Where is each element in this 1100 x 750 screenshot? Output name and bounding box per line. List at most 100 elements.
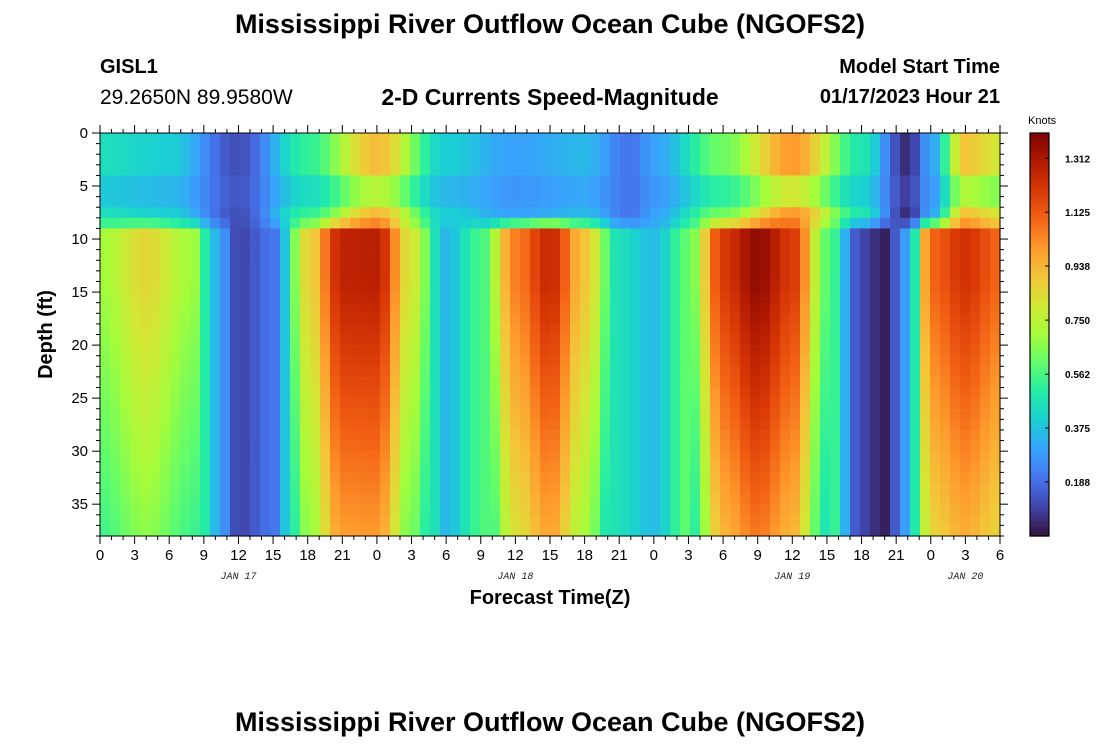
heatmap-cell <box>140 175 151 187</box>
heatmap-cell <box>450 186 461 198</box>
heatmap-cell <box>340 398 351 410</box>
heatmap-cell <box>650 525 661 537</box>
heatmap-cell <box>290 292 301 304</box>
heatmap-cell <box>460 451 471 463</box>
heatmap-cell <box>370 376 381 389</box>
heatmap-cell <box>440 292 451 304</box>
heatmap-cell <box>340 366 351 378</box>
heatmap-cell <box>120 186 131 198</box>
heatmap-cell <box>320 292 331 304</box>
heatmap-cell <box>510 482 521 495</box>
heatmap-cell <box>450 514 461 526</box>
heatmap-cell <box>400 154 411 166</box>
heatmap-cell <box>520 387 531 399</box>
heatmap-cell <box>230 429 241 442</box>
heatmap-cell <box>400 472 411 484</box>
heatmap-cell <box>100 133 111 145</box>
heatmap-cell <box>750 260 761 272</box>
heatmap-cell <box>780 292 791 304</box>
heatmap-cell <box>420 239 431 251</box>
heatmap-cell <box>590 334 601 346</box>
heatmap-cell <box>700 451 711 463</box>
heatmap-cell <box>920 249 931 261</box>
heatmap-cell <box>670 472 681 484</box>
heatmap-cell <box>850 398 861 410</box>
heatmap-cell <box>510 461 521 473</box>
heatmap-cell <box>820 334 831 346</box>
heatmap-cell <box>610 504 621 516</box>
heatmap-cell <box>310 154 321 166</box>
heatmap-cell <box>510 472 521 484</box>
heatmap-cell <box>730 323 741 336</box>
heatmap-cell <box>310 133 321 145</box>
heatmap-cell <box>810 249 821 261</box>
heatmap-cell <box>580 164 591 177</box>
heatmap-cell <box>310 217 321 230</box>
colorbar-segment <box>1030 398 1049 403</box>
heatmap-cell <box>140 249 151 261</box>
heatmap-cell <box>780 302 791 314</box>
heatmap-cell <box>340 472 351 484</box>
heatmap-cell <box>210 493 221 505</box>
heatmap-cell <box>950 408 961 420</box>
heatmap-cell <box>310 313 321 325</box>
x-tick-label: 9 <box>200 547 208 564</box>
heatmap-cell <box>790 260 801 272</box>
heatmap-cell <box>990 302 1001 314</box>
heatmap-cell <box>860 302 871 314</box>
heatmap-cell <box>370 228 381 240</box>
heatmap-cell <box>590 143 601 155</box>
heatmap-cell <box>460 260 471 272</box>
heatmap-cell <box>890 387 901 399</box>
heatmap-cell <box>230 525 241 537</box>
heatmap-cell <box>640 260 651 272</box>
heatmap-cell <box>360 292 371 304</box>
heatmap-cell <box>160 239 171 251</box>
heatmap-cell <box>460 292 471 304</box>
heatmap-cell <box>490 133 501 145</box>
heatmap-cell <box>780 334 791 346</box>
heatmap-cell <box>660 323 671 336</box>
heatmap-cell <box>180 292 191 304</box>
heatmap-cell <box>940 440 951 452</box>
heatmap-cell <box>960 398 971 410</box>
heatmap-cell <box>140 440 151 452</box>
heatmap-cell <box>220 514 231 526</box>
heatmap-cell <box>580 472 591 484</box>
heatmap-cell <box>750 292 761 304</box>
heatmap-cell <box>210 387 221 399</box>
heatmap-cell <box>270 164 281 177</box>
heatmap-cell <box>210 143 221 155</box>
heatmap-cell <box>360 133 371 145</box>
heatmap-cell <box>850 217 861 230</box>
heatmap-cell <box>390 143 401 155</box>
heatmap-cell <box>940 323 951 336</box>
heatmap-cell <box>260 154 271 166</box>
heatmap-cell <box>540 429 551 442</box>
colorbar-segment <box>1030 411 1049 416</box>
colorbar-segment <box>1030 428 1049 433</box>
heatmap-cell <box>270 451 281 463</box>
heatmap-cell <box>370 164 381 177</box>
heatmap-cell <box>770 260 781 272</box>
heatmap-cell <box>850 313 861 325</box>
heatmap-cell <box>700 207 711 219</box>
heatmap-cell <box>550 440 561 452</box>
heatmap-cell <box>540 387 551 399</box>
heatmap-cell <box>750 143 761 155</box>
heatmap-cell <box>730 196 741 208</box>
x-tick-label: 9 <box>477 547 485 564</box>
heatmap-cell <box>730 292 741 304</box>
heatmap-cell <box>670 355 681 367</box>
heatmap-cell <box>620 186 631 198</box>
heatmap-cell <box>330 196 341 208</box>
heatmap-cell <box>540 419 551 431</box>
heatmap-cell <box>260 281 271 293</box>
heatmap-cell <box>890 376 901 389</box>
heatmap-cell <box>300 419 311 431</box>
heatmap-cell <box>980 493 991 505</box>
heatmap-cell <box>280 334 291 346</box>
heatmap-cell <box>820 514 831 526</box>
heatmap-cell <box>320 472 331 484</box>
heatmap-cell <box>790 154 801 166</box>
